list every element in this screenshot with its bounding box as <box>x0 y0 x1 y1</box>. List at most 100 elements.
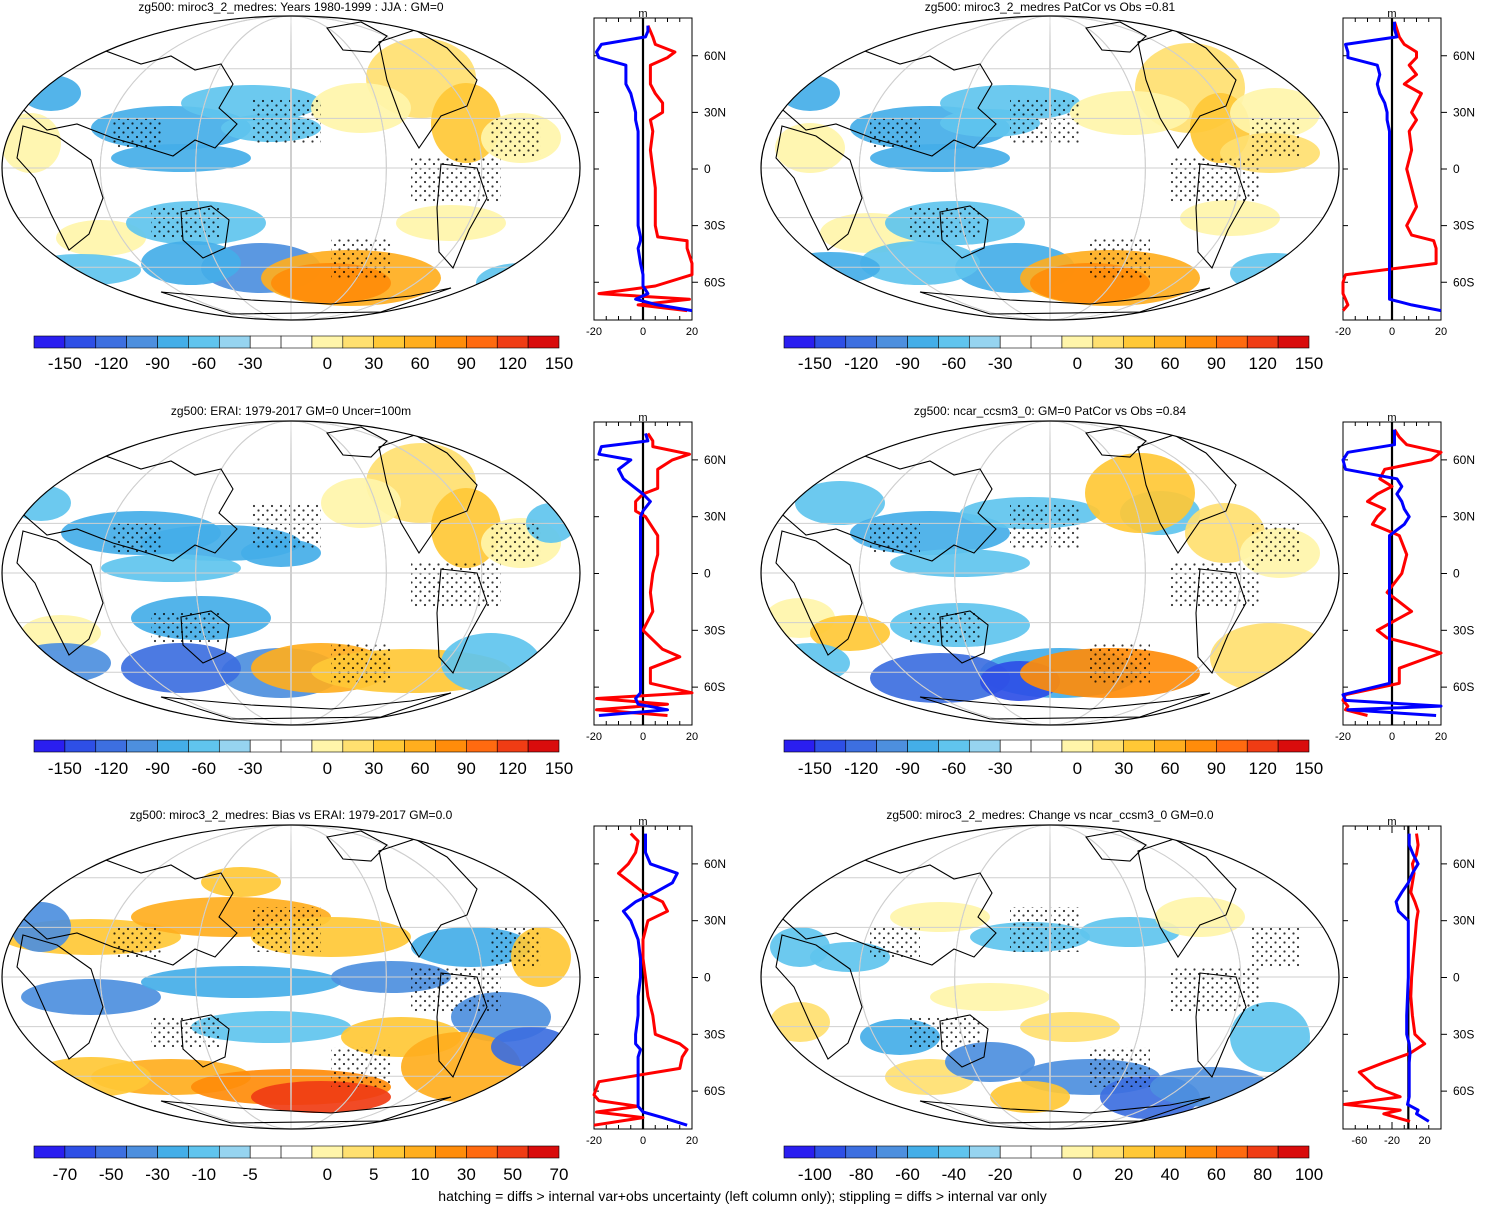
colorbar-swatch <box>1154 335 1186 349</box>
meridian-line <box>1049 16 1051 320</box>
colorbar-swatch <box>1092 739 1125 753</box>
stippling <box>491 927 541 967</box>
colorbar-label: 120 <box>498 354 526 373</box>
colorbar-label: 50 <box>503 1165 522 1184</box>
colorbar-label: -5 <box>243 1165 258 1184</box>
colorbar-swatch <box>876 335 908 349</box>
stippling <box>1010 98 1080 143</box>
x-tick-label: -60 <box>1351 1135 1367 1147</box>
coastline <box>939 610 989 664</box>
stippling <box>151 613 221 643</box>
colorbar-label: -60 <box>942 354 967 373</box>
map-border <box>1 420 581 726</box>
anomaly-region <box>11 643 111 683</box>
map-panel <box>1 420 581 726</box>
anomaly-region <box>1230 253 1320 293</box>
map-panel <box>760 824 1340 1130</box>
colorbar-swatch <box>33 1145 66 1159</box>
y-tick-label: 60N <box>704 49 726 63</box>
stippling <box>910 208 980 238</box>
colorbar-label: 150 <box>545 354 573 373</box>
colorbar-swatch <box>876 1145 908 1159</box>
colorbar-label: 60 <box>411 759 430 778</box>
stippling <box>151 1017 221 1047</box>
zonal-profile: -20 0 20 m 60N 30N 0 30S 60S <box>1335 8 1475 338</box>
coastline <box>1195 568 1247 675</box>
colorbar-swatch <box>968 739 1001 753</box>
colorbar-swatch <box>938 739 970 753</box>
coastline <box>436 163 488 270</box>
map-border <box>760 824 1340 1130</box>
colorbar-swatch <box>496 335 529 349</box>
colorbar-swatch <box>1277 335 1310 349</box>
meridian-line <box>195 825 387 1129</box>
x-tick-label: -20 <box>586 731 602 743</box>
colorbar-label: -120 <box>844 759 878 778</box>
colorbar-label: 0 <box>323 759 332 778</box>
colorbar-label: 70 <box>550 1165 569 1184</box>
colorbar-swatch <box>64 739 97 753</box>
meridian-line <box>290 16 292 320</box>
colorbar-swatch <box>783 739 816 753</box>
coastline <box>1137 434 1237 555</box>
colorbar-swatch <box>1277 1145 1310 1159</box>
colorbar-swatch <box>249 1145 282 1159</box>
y-tick-label: 60N <box>1453 453 1475 467</box>
x-axis-label: m <box>638 8 647 20</box>
colorbar-swatch <box>157 335 189 349</box>
anomaly-region <box>141 966 341 998</box>
series-line-obs <box>595 25 693 313</box>
colorbar-swatch <box>373 335 405 349</box>
colorbar-swatch <box>157 1145 189 1159</box>
coastline <box>378 434 478 555</box>
coastline <box>775 934 863 1060</box>
colorbar-swatch <box>999 1145 1032 1159</box>
panel-title: zg500: miroc3_2_medres: Years 1980-1999 … <box>138 0 444 14</box>
colorbar-swatch <box>1092 1145 1125 1159</box>
profile-frame <box>1342 825 1442 1130</box>
colorbar-label: 90 <box>1207 354 1226 373</box>
colorbar-swatch <box>466 335 498 349</box>
stippling <box>411 158 501 203</box>
x-tick-label: 0 <box>1389 326 1395 338</box>
colorbar-swatch <box>845 1145 877 1159</box>
colorbar-swatch <box>435 1145 467 1159</box>
zonal-profile: -20 0 20 m 60N 30N 0 30S 60S <box>586 8 726 338</box>
anomaly-region <box>21 615 101 651</box>
colorbar-swatch <box>938 335 970 349</box>
meridian-line <box>954 16 1146 320</box>
x-tick-label: 0 <box>640 326 646 338</box>
colorbar-label: 120 <box>1248 354 1276 373</box>
anomaly-region <box>770 643 850 683</box>
colorbar-swatch <box>1061 1145 1094 1159</box>
series-line-obs <box>1341 429 1443 717</box>
anomaly-region <box>775 123 845 173</box>
zonal-profile: -20 0 20 m 60N 30N 0 30S 60S <box>1335 412 1475 743</box>
colorbar-swatch <box>1185 739 1217 753</box>
x-tick-label: -20 <box>1335 326 1351 338</box>
anomaly-region <box>121 643 241 693</box>
map-panel <box>1 15 581 321</box>
colorbar-label: -120 <box>94 354 128 373</box>
colorbar-swatch <box>496 739 529 753</box>
colorbar-swatch <box>814 335 847 349</box>
y-tick-label: 0 <box>1453 567 1460 581</box>
stippling <box>151 208 221 238</box>
coastline <box>16 934 104 1060</box>
y-tick-label: 60N <box>704 857 726 871</box>
colorbar-label: -60 <box>192 354 217 373</box>
colorbar-label: 60 <box>1207 1165 1226 1184</box>
y-tick-label: 60N <box>1453 49 1475 63</box>
colorbar-swatch <box>435 739 467 753</box>
colorbar-swatch <box>466 1145 498 1159</box>
colorbar-label: 30 <box>457 1165 476 1184</box>
x-tick-label: 20 <box>686 326 698 338</box>
panel-title: zg500: miroc3_2_medres: Change vs ncar_c… <box>886 808 1213 822</box>
stippling <box>491 523 541 563</box>
y-tick-label: 60N <box>1453 857 1475 871</box>
y-tick-label: 60S <box>704 680 725 694</box>
stippling <box>910 613 980 643</box>
y-tick-label: 60S <box>1453 680 1474 694</box>
y-tick-label: 30N <box>1453 914 1475 928</box>
coastline <box>1195 972 1247 1079</box>
